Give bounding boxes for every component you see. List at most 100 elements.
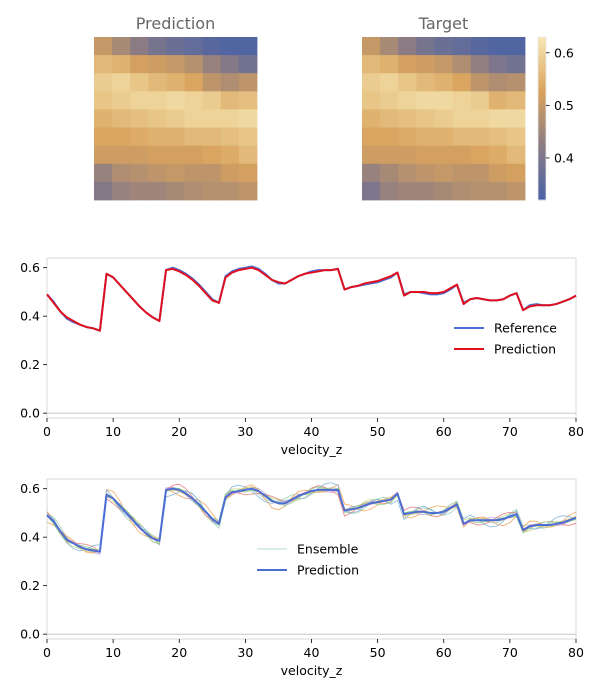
heatmap-cell <box>220 55 240 74</box>
heatmap-cell <box>362 127 381 147</box>
x-axis-label: velocity_z <box>281 663 343 678</box>
y-tick-label: 0.2 <box>20 578 40 593</box>
colorbar-segment <box>538 94 546 98</box>
heatmap-cell <box>166 181 185 201</box>
heatmap-cell <box>112 181 131 201</box>
heatmap-cell <box>202 73 222 92</box>
colorbar-segment <box>538 88 546 92</box>
colorbar-segment <box>538 121 546 125</box>
heatmap-cell <box>166 145 185 165</box>
heatmap-cell <box>380 109 399 128</box>
colorbar-segment <box>538 113 546 117</box>
heatmap-cell <box>166 163 185 183</box>
heatmap-cell <box>112 91 131 110</box>
heatmap-cell <box>488 73 508 92</box>
colorbar-segment <box>538 66 546 71</box>
colorbar-segment <box>538 151 546 155</box>
heatmap-cell <box>362 55 381 74</box>
heatmap-cell <box>220 37 240 56</box>
colorbar-segment <box>538 129 546 133</box>
line-chart-ensemble-prediction: 0 10 20 30 40 50 60 70 80 0.0 0.2 0.4 0.6 velocity_z E… <box>20 478 584 678</box>
heatmap-cell <box>506 37 526 56</box>
heatmap-cell <box>166 73 185 92</box>
colorbar-segment <box>538 50 546 54</box>
heatmap-cell <box>452 145 472 165</box>
heatmap-cell <box>452 127 472 147</box>
heatmap-cell <box>202 37 222 56</box>
heatmap-cell <box>452 37 472 56</box>
heatmap-cell <box>506 163 526 183</box>
x-tick-label: 20 <box>171 645 187 660</box>
y-tick-label: 0.0 <box>20 627 40 642</box>
heatmap-cell <box>166 109 185 128</box>
series-line-prediction <box>46 266 577 332</box>
heatmap-cell <box>506 181 526 201</box>
heatmap-cell <box>130 127 149 147</box>
y-tick-label: 0.0 <box>20 406 40 421</box>
colorbar-segment <box>538 104 546 109</box>
x-tick-label: 0 <box>43 424 51 439</box>
colorbar-tick-label: 0.4 <box>554 150 574 165</box>
series-line-prediction <box>46 487 577 553</box>
colorbar-segment <box>538 56 546 60</box>
colorbar-segment <box>538 61 546 65</box>
heatmap-cell <box>506 109 526 128</box>
heatmap-cell <box>434 127 453 147</box>
heatmap-cell <box>184 145 204 165</box>
heatmap-cell <box>166 55 185 74</box>
colorbar-segment <box>538 77 546 81</box>
heatmap-cell <box>488 145 508 165</box>
colorbar-segment <box>538 148 546 152</box>
heatmap-cell <box>112 145 131 165</box>
colorbar-segment <box>538 159 546 163</box>
heatmap-cell <box>416 55 435 74</box>
heatmap-cell <box>362 73 381 92</box>
heatmap-cell <box>434 145 453 165</box>
heatmap-cell <box>416 127 435 147</box>
colorbar-segment <box>538 39 546 43</box>
colorbar-segment <box>538 115 546 119</box>
heatmap-cell <box>112 109 131 128</box>
heatmap-cell <box>112 55 131 74</box>
heatmap-cell <box>238 181 258 201</box>
colorbar-segment <box>538 69 546 73</box>
heatmap-cell <box>362 91 381 110</box>
heatmap-cell <box>202 91 222 110</box>
heatmap-cell <box>434 37 453 56</box>
colorbar-segment <box>538 85 546 90</box>
colorbar-tick-label: 0.5 <box>554 98 574 113</box>
heatmap-cell <box>488 55 508 74</box>
heatmap-cell <box>184 109 204 128</box>
heatmap-cell <box>506 55 526 74</box>
heatmap-cell <box>506 91 526 110</box>
x-tick-label: 20 <box>171 424 187 439</box>
heatmap-cell <box>434 109 453 128</box>
heatmap-cell <box>148 109 167 128</box>
heatmap-cell <box>398 37 417 56</box>
heatmap-cell <box>470 73 490 92</box>
heatmap-cell <box>452 109 472 128</box>
heatmap-cell <box>398 55 417 74</box>
colorbar-segment <box>538 118 546 122</box>
x-tick-label: 30 <box>237 645 253 660</box>
heatmap-cell <box>434 73 453 92</box>
y-tick-label: 0.4 <box>20 530 40 545</box>
heatmap-cell <box>452 55 472 74</box>
heatmap-cell <box>130 109 149 128</box>
colorbar-segment <box>538 75 546 79</box>
x-tick-label: 50 <box>370 645 386 660</box>
heatmap-cell <box>238 73 258 92</box>
heatmap-cell <box>506 145 526 165</box>
x-tick-label: 0 <box>43 645 51 660</box>
heatmap-cell <box>202 55 222 74</box>
colorbar-segment <box>538 178 546 182</box>
heatmap-cell <box>184 73 204 92</box>
x-tick-label: 40 <box>304 645 320 660</box>
colorbar-segment <box>538 153 546 158</box>
x-tick-label: 10 <box>105 645 121 660</box>
x-tick-label: 60 <box>436 645 452 660</box>
heatmap-cell <box>470 127 490 147</box>
heatmap-prediction-title: Prediction <box>136 14 215 33</box>
heatmap-cell <box>398 127 417 147</box>
heatmap-cell <box>94 37 113 56</box>
